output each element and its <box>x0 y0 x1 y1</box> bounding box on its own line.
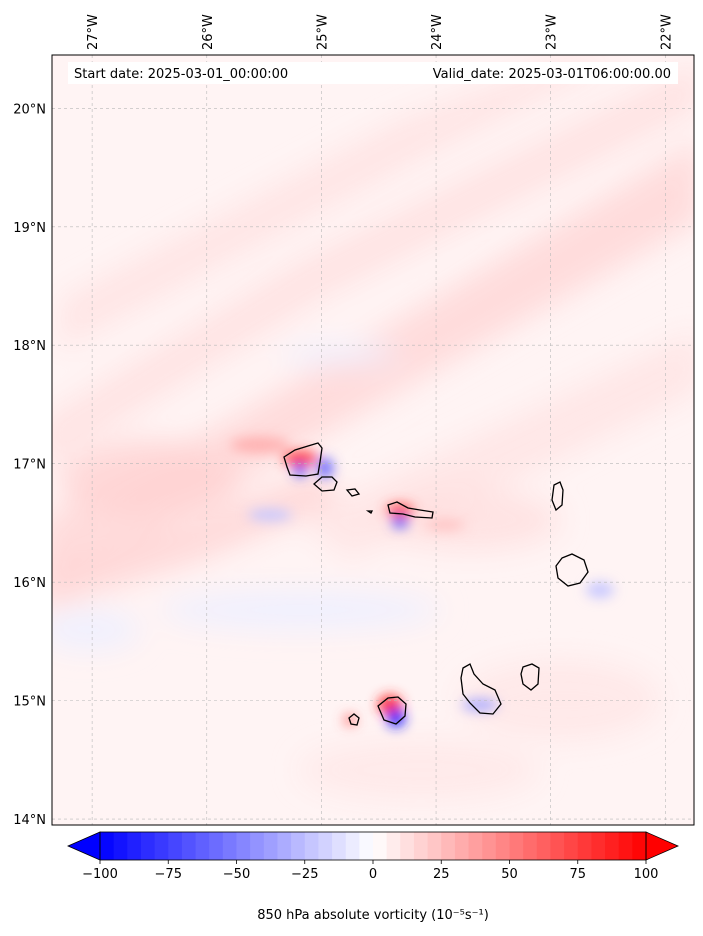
colorbar-segment <box>250 832 265 860</box>
longitude-tick-label: 27°W <box>86 14 101 50</box>
colorbar-segment <box>495 832 510 860</box>
islet-raso <box>365 510 374 514</box>
colorbar: −100 −75 −50 −25 0 25 50 75 100 850 hPa absolute… <box>67 831 679 923</box>
colorbar-segment <box>154 832 169 860</box>
colorbar-segment <box>454 832 470 860</box>
colorbar-segment <box>373 832 388 860</box>
colorbar-segment <box>168 832 183 860</box>
colorbar-segment <box>523 832 538 860</box>
colorbar-segment <box>618 832 633 860</box>
colorbar-segment <box>304 832 319 860</box>
colorbar-segment <box>605 832 620 860</box>
colorbar-ticks: −100 −75 −50 −25 0 25 50 75 100 <box>82 860 658 882</box>
colorbar-segment <box>564 832 579 860</box>
colorbar-segment <box>181 832 197 860</box>
colorbar-segment <box>113 832 128 860</box>
colorbar-segment <box>291 832 306 860</box>
island-fogo <box>377 696 407 725</box>
latitude-tick-label: 15°N <box>13 695 46 710</box>
header-box <box>68 62 678 84</box>
longitude-tick-label: 26°W <box>201 14 216 50</box>
colorbar-segments <box>100 832 647 860</box>
map-gridlines <box>52 55 694 825</box>
colorbar-segment <box>441 832 456 860</box>
colorbar-tick-label: 75 <box>569 867 586 882</box>
vorticity-field <box>52 55 694 825</box>
longitude-tick-label: 25°W <box>315 14 330 50</box>
colorbar-segment <box>413 832 429 860</box>
colorbar-segment <box>550 832 565 860</box>
colorbar-segment <box>482 832 497 860</box>
colorbar-segment <box>222 832 237 860</box>
colorbar-tick-label: 100 <box>634 867 659 882</box>
island-sao-vicente <box>313 476 338 492</box>
latitude-tick-label: 18°N <box>13 339 46 354</box>
island-boa-vista <box>555 553 589 587</box>
colorbar-tick-label: −100 <box>82 867 118 882</box>
longitude-tick-label: 24°W <box>430 14 445 50</box>
colorbar-segment <box>400 832 415 860</box>
latitude-tick-label: 17°N <box>13 458 46 473</box>
latitude-tick-label: 16°N <box>13 576 46 591</box>
latitude-tick-label: 19°N <box>13 221 46 236</box>
colorbar-segment <box>577 832 592 860</box>
colorbar-segment <box>195 832 210 860</box>
colorbar-segment <box>468 832 483 860</box>
colorbar-segment <box>386 832 401 860</box>
longitude-labels: 27°W 26°W 25°W 24°W 23°W 22°W <box>86 14 674 50</box>
island-coastlines <box>283 442 589 726</box>
island-santiago <box>460 663 502 715</box>
longitude-tick-label: 22°W <box>659 14 674 50</box>
colorbar-segment <box>536 832 551 860</box>
colorbar-tick-label: −50 <box>223 867 250 882</box>
colorbar-segment <box>427 832 442 860</box>
map-frame <box>51 54 695 826</box>
island-sal <box>551 481 564 512</box>
colorbar-segment <box>100 832 115 860</box>
colorbar-segment <box>632 832 647 860</box>
colorbar-tick-label: 25 <box>433 867 450 882</box>
colorbar-segment <box>591 832 606 860</box>
latitude-tick-label: 14°N <box>13 813 46 828</box>
colorbar-segment <box>318 832 333 860</box>
colorbar-tick-label: −25 <box>291 867 318 882</box>
start-date-label: Start date: 2025-03-01_00:00:00 <box>74 67 288 82</box>
island-santa-luzia <box>345 488 361 497</box>
colorbar-segment <box>236 832 251 860</box>
colorbar-extend-high <box>645 831 679 861</box>
colorbar-tick-label: 0 <box>369 867 377 882</box>
latitude-labels: 14°N 15°N 16°N 17°N 18°N 19°N 20°N <box>13 102 46 828</box>
island-brava <box>348 713 360 726</box>
island-maio <box>520 663 540 691</box>
colorbar-segment <box>345 832 360 860</box>
colorbar-extend-low <box>67 831 101 861</box>
valid-date-label: Valid_date: 2025-03-01T06:00:00.00 <box>433 67 671 82</box>
colorbar-tick-label: 50 <box>501 867 518 882</box>
colorbar-label: 850 hPa absolute vorticity (10⁻⁵s⁻¹) <box>257 908 489 923</box>
colorbar-segment <box>332 832 347 860</box>
colorbar-segment <box>359 832 374 860</box>
colorbar-segment <box>127 832 142 860</box>
colorbar-segment <box>263 832 278 860</box>
colorbar-segment <box>509 832 524 860</box>
latitude-tick-label: 20°N <box>13 102 46 117</box>
colorbar-segment <box>140 832 156 860</box>
island-santo-antao <box>283 442 323 477</box>
island-sao-nicolau <box>387 501 434 519</box>
longitude-tick-label: 23°W <box>545 14 560 50</box>
colorbar-segment <box>209 832 224 860</box>
colorbar-tick-label: −75 <box>155 867 182 882</box>
colorbar-segment <box>277 832 292 860</box>
